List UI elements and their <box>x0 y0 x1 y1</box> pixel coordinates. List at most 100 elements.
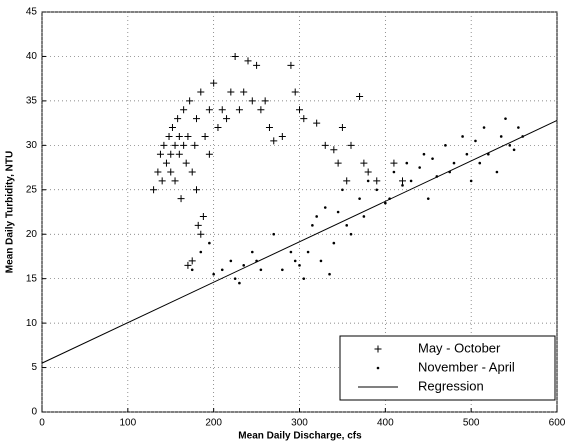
dot-point <box>409 179 413 183</box>
plus-point <box>330 146 338 154</box>
plus-point <box>399 177 406 185</box>
dot-point <box>293 259 297 263</box>
plus-point <box>175 132 183 140</box>
dot-point <box>508 144 512 147</box>
plus-point <box>343 177 351 185</box>
dot-point <box>238 281 241 285</box>
dot-point <box>418 166 421 169</box>
x-axis-label: Mean Daily Discharge, cfs <box>238 431 362 442</box>
dot-point <box>422 152 426 156</box>
dot-point <box>242 264 246 267</box>
plus-point <box>184 261 192 269</box>
plus-point <box>177 195 185 203</box>
dot-point <box>281 268 284 272</box>
plus-point <box>182 159 190 167</box>
plus-point <box>162 159 170 167</box>
plus-point <box>171 141 179 149</box>
plus-point <box>360 159 368 167</box>
x-tick-label: 0 <box>39 418 45 429</box>
plus-point <box>253 61 261 69</box>
plus-point <box>193 115 200 123</box>
plus-point <box>240 88 248 96</box>
dot-point <box>452 161 456 165</box>
plus-point <box>154 168 162 176</box>
plus-point <box>218 106 226 114</box>
plus-point <box>261 97 269 105</box>
x-tick-label: 500 <box>463 418 480 429</box>
dot-point <box>323 206 327 209</box>
plus-point <box>231 52 239 60</box>
plus-point <box>156 150 164 158</box>
plus-point <box>334 159 342 167</box>
dot-point <box>328 272 331 276</box>
dot-point <box>272 232 276 236</box>
plus-point <box>287 61 295 69</box>
plus-point <box>167 168 175 176</box>
y-tick-label: 30 <box>26 140 38 151</box>
dot-point <box>375 188 379 192</box>
plus-point <box>194 221 202 229</box>
dot-point <box>426 197 430 200</box>
plus-point <box>265 124 273 132</box>
plus-point <box>235 106 243 114</box>
dot-point <box>190 268 194 272</box>
dot-point <box>250 250 254 254</box>
dot-point <box>431 157 434 160</box>
plus-point <box>165 132 173 140</box>
y-tick-label: 45 <box>26 7 38 18</box>
dot-point <box>345 224 349 227</box>
dot-point <box>495 170 499 174</box>
plus-point <box>175 150 183 158</box>
dot-point <box>405 161 409 165</box>
plus-point <box>364 168 372 176</box>
dot-point <box>229 259 233 263</box>
plus-point <box>188 168 196 176</box>
legend-box <box>339 335 556 401</box>
plus-point <box>174 115 182 123</box>
y-tick-label: 20 <box>26 229 38 240</box>
dot-point <box>259 268 263 272</box>
y-tick-label: 35 <box>26 96 38 107</box>
y-tick-label: 15 <box>26 273 38 284</box>
plus-point <box>180 141 188 149</box>
plus-point <box>167 150 175 158</box>
dot-point <box>469 179 473 183</box>
dot-point <box>512 148 516 152</box>
plus-point <box>168 124 176 132</box>
plus-point <box>296 106 303 114</box>
plus-point <box>191 141 199 149</box>
x-tick-label: 300 <box>291 418 308 429</box>
plus-point <box>244 57 252 65</box>
plus-point <box>347 141 355 149</box>
plus-point <box>210 79 218 87</box>
x-tick-label: 400 <box>377 418 394 429</box>
legend-label: May - October <box>418 340 501 355</box>
plus-point <box>390 159 398 167</box>
x-tick-label: 600 <box>549 418 566 429</box>
dot-point <box>336 210 340 214</box>
x-tick-label: 200 <box>205 418 222 429</box>
dot-point <box>474 139 477 143</box>
regression-line <box>41 119 558 364</box>
dot-point <box>341 188 344 192</box>
dot-point <box>220 268 224 272</box>
dot-point <box>302 277 306 280</box>
legend-label: November - April <box>418 359 515 374</box>
dot-point <box>208 241 211 245</box>
dot-point <box>315 215 318 218</box>
dot-point <box>384 201 387 205</box>
plus-point <box>257 106 265 114</box>
dot-point <box>233 277 237 280</box>
dot-point <box>392 170 396 174</box>
plus-point <box>374 345 382 353</box>
dot-point <box>298 264 301 267</box>
dot-point <box>212 272 215 276</box>
plus-point <box>270 137 278 145</box>
plus-point <box>193 186 200 194</box>
dot-point <box>482 126 486 129</box>
plus-point <box>205 106 213 114</box>
dot-point <box>311 224 314 227</box>
plus-point <box>184 132 192 140</box>
plus-point <box>300 115 308 123</box>
legend-label: Regression <box>418 378 484 393</box>
